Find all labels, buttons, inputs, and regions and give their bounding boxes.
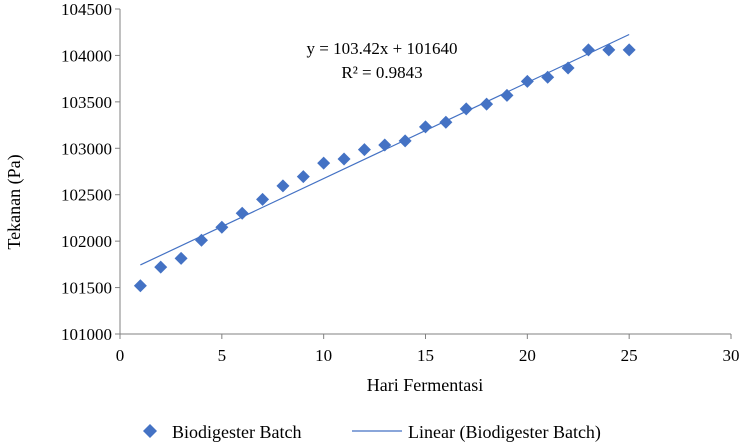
x-tick-label: 0 xyxy=(116,346,125,365)
data-point xyxy=(419,120,432,134)
data-point xyxy=(561,61,575,75)
data-point xyxy=(133,279,147,293)
y-tick-label: 101500 xyxy=(61,279,112,298)
data-point xyxy=(256,192,270,206)
y-axis-title: Tekanan (Pa) xyxy=(4,154,25,249)
x-tick-label: 20 xyxy=(519,346,536,365)
data-point xyxy=(235,206,249,220)
x-tick-labels: 0 5 10 15 20 25 30 xyxy=(116,334,740,365)
data-point xyxy=(215,220,229,234)
x-tick-label: 25 xyxy=(621,346,638,365)
legend-label-series: Biodigester Batch xyxy=(172,422,301,442)
trendline-r-squared: R² = 0.9843 xyxy=(341,63,422,82)
legend-label-trendline: Linear (Biodigester Batch) xyxy=(408,422,601,442)
data-point xyxy=(337,152,351,166)
trendline-equation: y = 103.42x + 101640 xyxy=(307,39,458,58)
data-point xyxy=(194,233,208,247)
data-point xyxy=(276,179,290,193)
x-tick-label: 30 xyxy=(723,346,740,365)
y-tick-label: 101000 xyxy=(61,325,112,344)
y-tick-labels: 101000 101500 102000 102500 103000 103500 1040… xyxy=(61,0,120,344)
data-point xyxy=(459,102,473,116)
data-point xyxy=(480,97,494,111)
data-point xyxy=(622,43,636,57)
x-tick-label: 10 xyxy=(315,346,332,365)
data-point xyxy=(398,134,412,148)
data-point xyxy=(154,260,168,274)
data-point xyxy=(602,43,616,57)
legend: Biodigester Batch Linear (Biodigester Ba… xyxy=(143,422,601,442)
data-point xyxy=(581,43,595,57)
x-tick-label: 5 xyxy=(218,346,227,365)
y-tick-label: 103500 xyxy=(61,93,112,112)
y-tick-label: 103000 xyxy=(61,139,112,158)
x-tick-label: 15 xyxy=(417,346,434,365)
data-point xyxy=(378,138,392,152)
legend-marker-diamond xyxy=(143,424,157,438)
data-points xyxy=(133,43,636,293)
x-axis-title: Hari Fermentasi xyxy=(367,375,483,395)
y-tick-label: 102500 xyxy=(61,186,112,205)
data-point xyxy=(174,251,188,265)
y-tick-label: 104000 xyxy=(61,46,112,65)
data-point xyxy=(439,115,453,129)
data-point xyxy=(541,70,555,84)
y-tick-label: 104500 xyxy=(61,0,112,19)
data-point xyxy=(500,88,514,102)
data-point xyxy=(520,74,534,88)
y-tick-label: 102000 xyxy=(61,232,112,251)
data-point xyxy=(317,156,331,170)
data-point xyxy=(357,143,371,157)
data-point xyxy=(296,170,310,184)
